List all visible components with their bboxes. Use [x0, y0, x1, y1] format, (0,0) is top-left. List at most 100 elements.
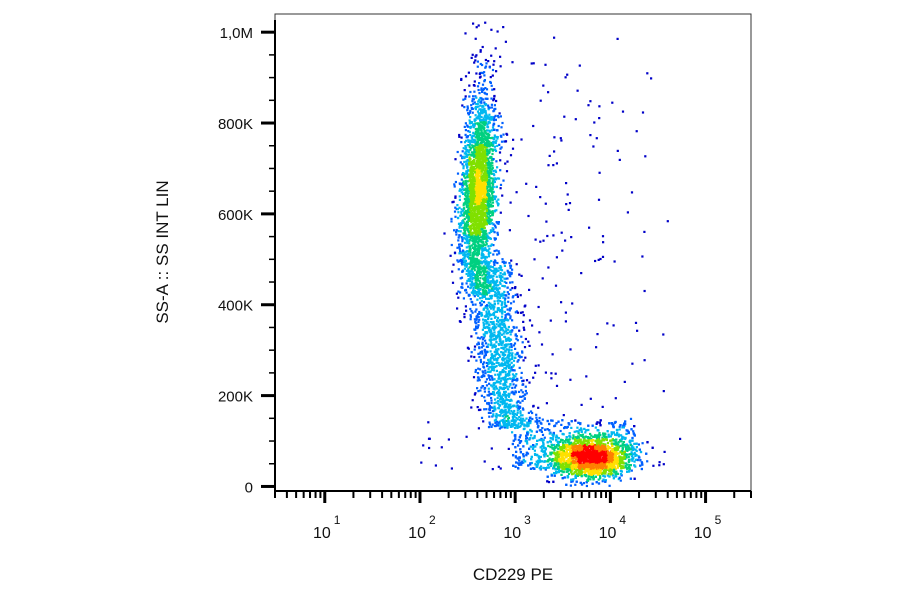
data-point [481, 132, 484, 135]
data-point [478, 260, 481, 263]
data-point [497, 414, 500, 417]
data-point [476, 168, 479, 171]
data-point [467, 270, 470, 273]
data-point [499, 410, 502, 413]
data-point [481, 218, 484, 221]
data-point [495, 294, 498, 297]
data-point [518, 329, 521, 332]
data-point [483, 277, 486, 280]
data-point [495, 352, 498, 356]
data-point [475, 229, 478, 232]
data-point [493, 231, 496, 234]
data-point [463, 156, 466, 160]
data-point [469, 109, 472, 112]
data-point [472, 258, 475, 261]
data-point [489, 172, 492, 175]
data-point [484, 103, 488, 106]
data-point [484, 399, 487, 402]
data-point [472, 266, 475, 269]
data-point [464, 193, 467, 197]
data-point [471, 301, 474, 304]
data-point [467, 210, 471, 213]
data-point [503, 310, 506, 313]
data-point [476, 206, 479, 209]
data-point [484, 146, 487, 149]
data-point [496, 396, 499, 400]
data-point [482, 277, 485, 280]
data-point [492, 253, 495, 256]
data-point [460, 212, 463, 215]
data-point [483, 130, 487, 133]
data-point [501, 411, 505, 414]
data-point [485, 208, 488, 211]
data-point [500, 318, 503, 321]
data-point [467, 216, 470, 219]
data-point [492, 228, 495, 231]
data-point [500, 408, 503, 411]
data-point [478, 266, 481, 269]
data-point [516, 339, 519, 342]
data-point [480, 136, 483, 139]
data-point [468, 183, 471, 186]
data-point [521, 380, 524, 383]
data-point [488, 106, 491, 109]
data-point [480, 416, 484, 419]
data-point [467, 278, 470, 281]
data-point [505, 395, 508, 398]
data-point [492, 172, 495, 175]
data-point [498, 325, 501, 328]
data-point [501, 321, 504, 324]
data-point [458, 243, 461, 246]
data-point [464, 155, 467, 158]
data-point [487, 251, 490, 254]
data-point [528, 319, 532, 322]
data-point [490, 203, 493, 206]
data-point [508, 421, 511, 425]
data-point [522, 314, 525, 317]
data-point [479, 194, 482, 197]
data-point [464, 133, 467, 136]
data-point [452, 263, 455, 266]
data-point [512, 344, 516, 347]
data-point [486, 162, 489, 165]
data-point [471, 183, 474, 186]
data-point [475, 183, 478, 186]
data-point [507, 420, 510, 423]
data-point [503, 353, 506, 356]
data-point [500, 351, 503, 354]
data-point [490, 303, 493, 307]
data-point [473, 229, 476, 232]
data-point [470, 227, 473, 230]
data-point [524, 385, 527, 388]
data-point [478, 160, 482, 163]
data-point [475, 153, 478, 156]
data-point [504, 346, 507, 349]
data-point [481, 238, 484, 241]
data-point [496, 335, 499, 338]
data-point [483, 111, 486, 114]
data-point [474, 264, 477, 267]
data-point [500, 126, 503, 129]
data-point [463, 313, 466, 316]
data-point [468, 242, 471, 245]
data-point [473, 283, 476, 286]
data-point [490, 159, 493, 162]
data-point [498, 252, 501, 255]
data-point [504, 408, 507, 412]
data-point [472, 134, 475, 137]
data-point [453, 185, 456, 188]
data-point [484, 372, 487, 375]
data-point [507, 363, 510, 366]
data-point [484, 282, 487, 285]
data-point [468, 130, 471, 133]
data-point [461, 237, 464, 240]
data-point [491, 116, 494, 119]
data-point [488, 339, 491, 342]
data-point [485, 137, 488, 140]
data-point [487, 159, 490, 162]
data-point [488, 288, 491, 291]
data-point [478, 202, 481, 206]
data-point [464, 259, 467, 263]
data-point [491, 164, 494, 167]
data-point [458, 320, 461, 323]
